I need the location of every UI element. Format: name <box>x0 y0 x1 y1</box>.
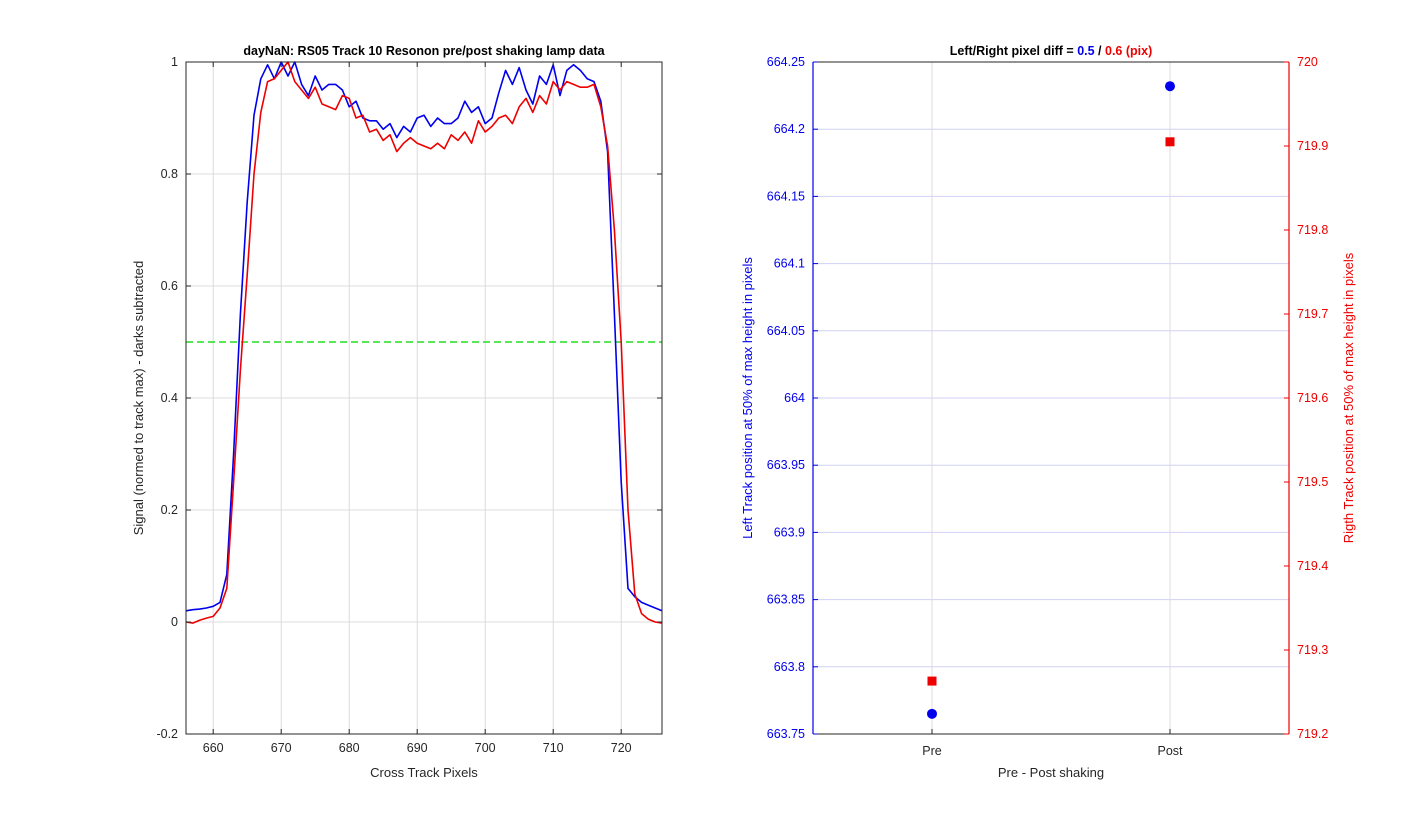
left-x-tick-label: 660 <box>203 741 224 755</box>
right-axis-tick-label: 719.7 <box>1297 307 1328 321</box>
right-left-y-axis-label: Left Track position at 50% of max height… <box>740 257 755 539</box>
left-axis-tick-label: 664 <box>784 391 805 405</box>
left-y-tick-label: 0.8 <box>161 167 178 181</box>
right-plot: 663.75 663.8 663.85 663.9 663.95 664 664.05 664… <box>740 44 1356 780</box>
title-left-value: 0.5 <box>1077 44 1094 58</box>
left-axis-tick-label: 663.9 <box>774 525 805 539</box>
left-axis-tick-label: 664.05 <box>767 324 805 338</box>
right-track-point-post <box>1165 137 1175 147</box>
left-x-tick-label: 670 <box>271 741 292 755</box>
left-y-axis-label: Signal (normed to track max) - darks sub… <box>131 261 146 536</box>
right-x-axis-label: Pre - Post shaking <box>998 765 1104 780</box>
right-axis-tick-label: 719.2 <box>1297 727 1328 741</box>
right-ticks: 663.75 663.8 663.85 663.9 663.95 664 664.05 664… <box>767 55 1329 758</box>
left-ticks: 660 670 680 690 700 710 720 -0.2 0 0.2 0.4 0.6 0.8 1 <box>156 55 662 755</box>
left-x-axis-label: Cross Track Pixels <box>370 765 478 780</box>
title-right-value: 0.6 (pix) <box>1105 44 1152 58</box>
right-right-y-axis-label: Rigth Track position at 50% of max heigh… <box>1341 252 1356 543</box>
category-tick-label: Pre <box>922 744 942 758</box>
right-axis-tick-label: 719.3 <box>1297 643 1328 657</box>
left-axis-tick-label: 664.2 <box>774 122 805 136</box>
left-y-tick-label: -0.2 <box>156 727 178 741</box>
left-x-tick-label: 700 <box>475 741 496 755</box>
left-y-tick-label: 1 <box>171 55 178 69</box>
left-x-tick-label: 680 <box>339 741 360 755</box>
left-axis-tick-label: 664.15 <box>767 189 805 203</box>
category-tick-label: Post <box>1157 744 1183 758</box>
left-axis-tick-label: 664.1 <box>774 257 805 271</box>
left-plot: 660 670 680 690 700 710 720-0.200.20.40.60.81 … <box>131 44 663 780</box>
left-series <box>185 61 663 624</box>
series-line-1 <box>185 61 663 624</box>
left-axis-tick-label: 663.8 <box>774 660 805 674</box>
title-separator: / <box>1095 44 1105 58</box>
left-axis-tick-label: 663.85 <box>767 593 805 607</box>
right-series <box>927 81 1175 719</box>
right-axis-tick-label: 719.6 <box>1297 391 1328 405</box>
left-y-tick-label: 0.6 <box>161 279 178 293</box>
left-x-tick-label: 710 <box>543 741 564 755</box>
left-y-tick-label: 0.2 <box>161 503 178 517</box>
left-track-point-pre <box>927 708 937 719</box>
left-axis-tick-label: 663.95 <box>767 458 805 472</box>
left-y-tick-label: 0.4 <box>161 391 178 405</box>
right-axis-tick-label: 719.8 <box>1297 223 1328 237</box>
title-prefix: Left/Right pixel diff = <box>950 44 1077 58</box>
left-x-tick-label: 690 <box>407 741 428 755</box>
left-track-point-post <box>1165 81 1175 92</box>
left-x-tick-label: 720 <box>611 741 632 755</box>
right-plot-title: Left/Right pixel diff = 0.5 / 0.6 (pix) <box>950 44 1153 58</box>
left-y-tick-label: 0 <box>171 615 178 629</box>
left-plot-title: dayNaN: RS05 Track 10 Resonon pre/post s… <box>243 44 605 58</box>
right-axis-tick-label: 719.9 <box>1297 139 1328 153</box>
right-axis-tick-label: 720 <box>1297 55 1318 69</box>
series-line-0 <box>185 61 663 612</box>
left-axis-tick-label: 663.75 <box>767 727 805 741</box>
right-axis-tick-label: 719.5 <box>1297 475 1328 489</box>
right-axis-tick-label: 719.4 <box>1297 559 1328 573</box>
right-track-point-pre <box>927 676 937 686</box>
left-axis-tick-label: 664.25 <box>767 55 805 69</box>
